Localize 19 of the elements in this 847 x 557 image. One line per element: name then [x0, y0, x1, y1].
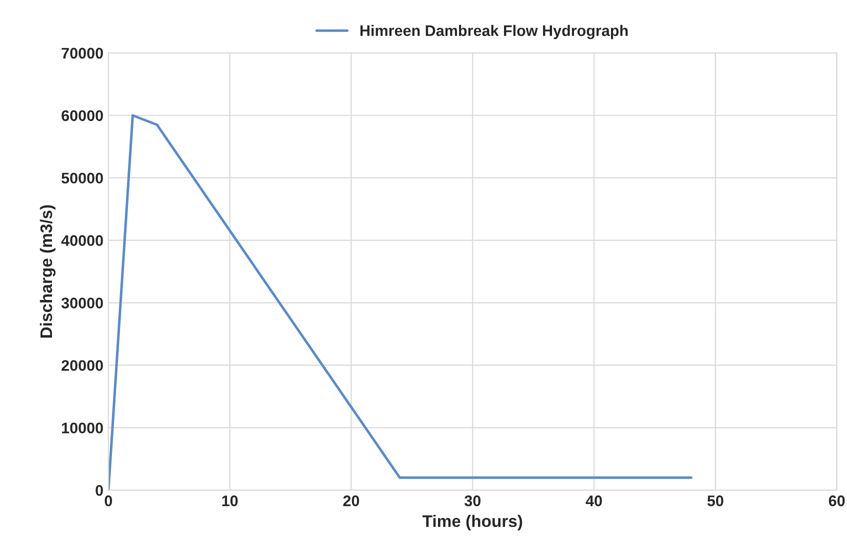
x-tick-label: 60	[828, 495, 845, 506]
x-tick-label: 40	[586, 495, 602, 506]
x-tick-label: 30	[464, 495, 480, 506]
y-tick-label: 40000	[61, 235, 103, 246]
y-axis-title: Discharge (m3/s)	[40, 205, 56, 338]
x-tick-label: 0	[104, 495, 112, 506]
y-tick-label: 70000	[62, 48, 103, 59]
y-tick-label: 20000	[62, 360, 103, 371]
y-tick-label: 10000	[62, 422, 103, 434]
line-series	[108, 114, 692, 490]
x-tick-label: 20	[343, 495, 360, 506]
x-tick-label: 10	[222, 495, 238, 506]
x-axis-title: Time (hours)	[422, 514, 522, 530]
x-tick-label: 50	[707, 495, 724, 506]
y-tick-label: 60000	[62, 110, 103, 122]
legend-label: Himreen Dambreak Flow Hydrograph	[360, 24, 628, 40]
y-tick-label: 50000	[62, 172, 103, 184]
y-tick-label: 0	[96, 485, 103, 496]
y-tick-label: 30000	[61, 298, 103, 308]
